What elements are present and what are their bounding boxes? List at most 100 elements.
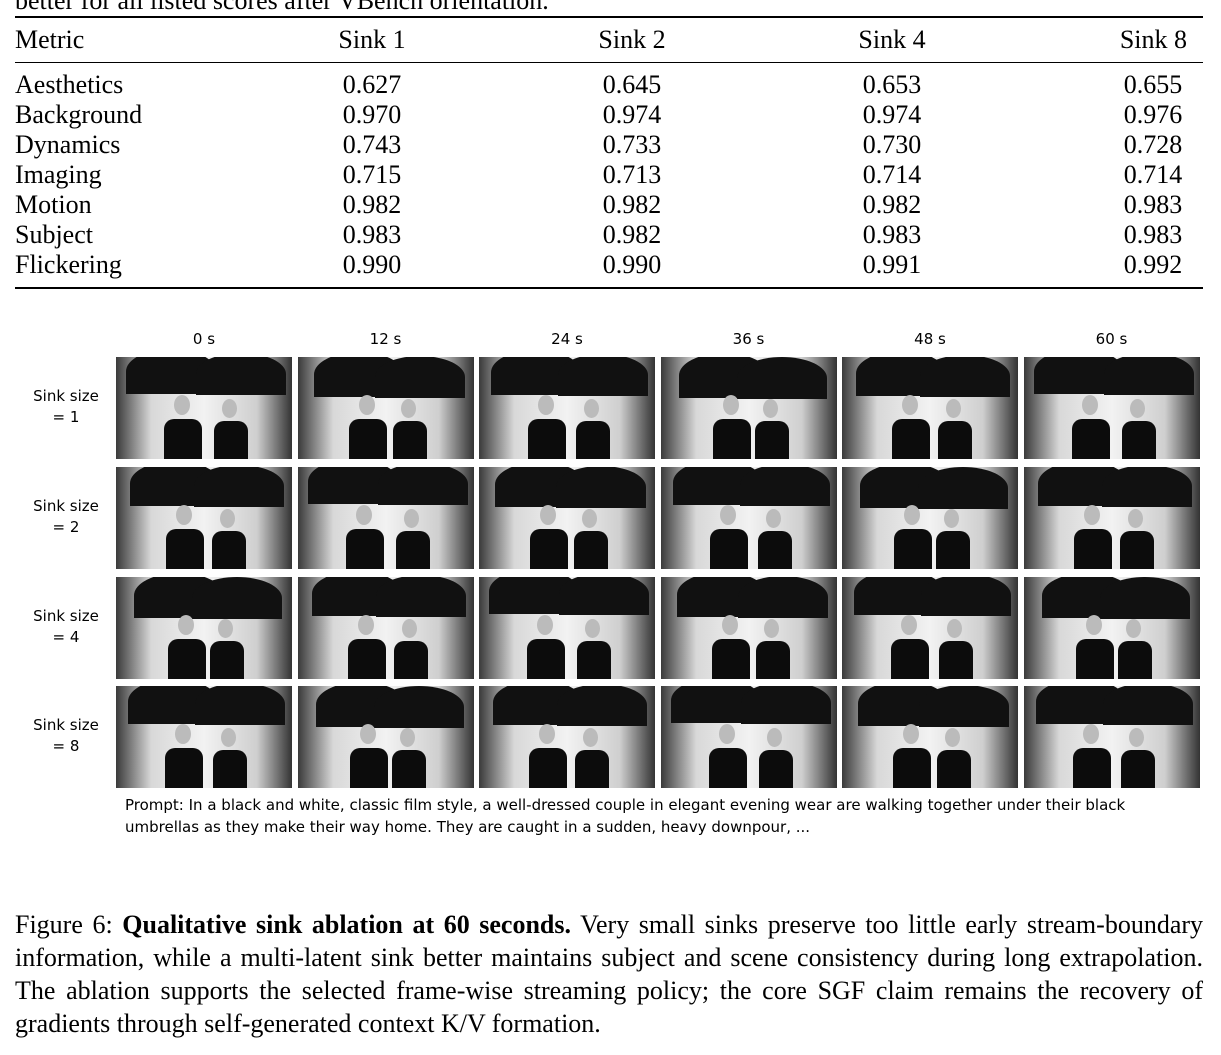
video-frame — [660, 686, 837, 788]
video-frame — [1023, 577, 1200, 679]
cell: 0.983 — [1123, 190, 1183, 219]
umbrella — [192, 577, 282, 619]
cell: 0.713 — [602, 160, 662, 189]
head — [1081, 395, 1098, 415]
person — [392, 421, 427, 459]
umbrella — [739, 467, 830, 506]
person — [937, 750, 971, 788]
cell: 0.982 — [602, 220, 662, 249]
column-header: Sink 1 — [338, 25, 406, 54]
head — [945, 728, 960, 747]
person — [892, 419, 930, 459]
head — [582, 509, 597, 528]
cell: 0.733 — [602, 130, 662, 159]
head — [584, 399, 599, 418]
umbrella — [1102, 686, 1193, 725]
video-frame — [1023, 357, 1200, 459]
cell: 0.982 — [342, 190, 402, 219]
column-label: 48 s — [914, 330, 946, 348]
umbrella — [1103, 357, 1194, 395]
umbrella — [373, 686, 464, 728]
cell: 0.982 — [862, 190, 922, 219]
cell: 0.990 — [342, 250, 402, 279]
header-text: better for all listed scores after VBenc… — [15, 0, 549, 15]
person — [529, 748, 567, 788]
person — [894, 529, 932, 569]
person — [393, 641, 428, 679]
caption-label: Figure 6: — [15, 910, 113, 939]
video-frame — [297, 357, 474, 459]
video-frame — [116, 686, 292, 788]
video-frame — [660, 357, 837, 459]
umbrella — [374, 357, 465, 398]
head — [765, 509, 781, 528]
umbrella — [556, 467, 646, 508]
person — [530, 529, 568, 569]
column-header: Sink 4 — [858, 25, 926, 54]
cell: 0.653 — [862, 70, 922, 99]
head — [358, 395, 375, 415]
umbrella — [740, 686, 831, 724]
cell: 0.974 — [862, 100, 922, 129]
person — [214, 421, 248, 459]
person — [345, 529, 384, 569]
person — [1121, 421, 1156, 459]
column-label: 12 s — [369, 330, 402, 348]
person — [213, 750, 247, 788]
umbrella — [921, 577, 1011, 616]
cell: 0.627 — [342, 70, 402, 99]
row-label: Sink size = 4 — [33, 607, 99, 646]
head — [175, 724, 191, 744]
video-frame — [660, 467, 837, 569]
prompt: Prompt: In a black and white, classic fi… — [125, 796, 1126, 836]
person — [1119, 531, 1154, 569]
video-frame — [842, 467, 1018, 569]
head — [766, 728, 782, 747]
head — [902, 395, 918, 415]
head — [1128, 728, 1144, 747]
cell: Imaging — [15, 160, 102, 189]
cell: Dynamics — [15, 130, 121, 159]
cell: 0.992 — [1123, 250, 1183, 279]
caption: Figure 6: Qualitative sink ablation at 6… — [15, 908, 1203, 1040]
person — [754, 421, 789, 459]
row-label: Sink size = 8 — [33, 716, 99, 755]
person — [1117, 641, 1152, 679]
head — [946, 399, 961, 418]
person — [1075, 639, 1114, 679]
head — [901, 615, 917, 635]
cell: 0.655 — [1123, 70, 1183, 99]
cell: Flickering — [15, 250, 122, 279]
head — [583, 728, 598, 747]
head — [762, 399, 778, 418]
cell: 0.976 — [1123, 100, 1183, 129]
umbrella — [1101, 467, 1192, 507]
cell: 0.982 — [602, 190, 662, 219]
person — [528, 419, 566, 459]
person — [168, 639, 206, 679]
head — [722, 395, 739, 415]
cell: 0.743 — [342, 130, 402, 159]
umbrella — [559, 577, 649, 615]
person — [577, 641, 611, 679]
person — [757, 531, 792, 569]
cell: 0.645 — [602, 70, 662, 99]
column-label: 24 s — [551, 330, 583, 348]
head — [1127, 509, 1143, 528]
video-frame — [116, 467, 292, 569]
row-label: Sink size = 2 — [33, 497, 99, 536]
head — [718, 724, 735, 744]
umbrella — [736, 357, 827, 399]
cell: 0.983 — [342, 220, 402, 249]
person — [1073, 529, 1112, 569]
head — [176, 505, 192, 525]
cell: 0.714 — [862, 160, 922, 189]
person — [391, 750, 426, 788]
head — [537, 615, 553, 635]
person — [166, 529, 204, 569]
video-frame — [1023, 467, 1200, 569]
person — [711, 639, 750, 679]
head — [1083, 505, 1100, 525]
table-mid-rule — [15, 62, 1203, 63]
video-frame — [1023, 686, 1200, 788]
